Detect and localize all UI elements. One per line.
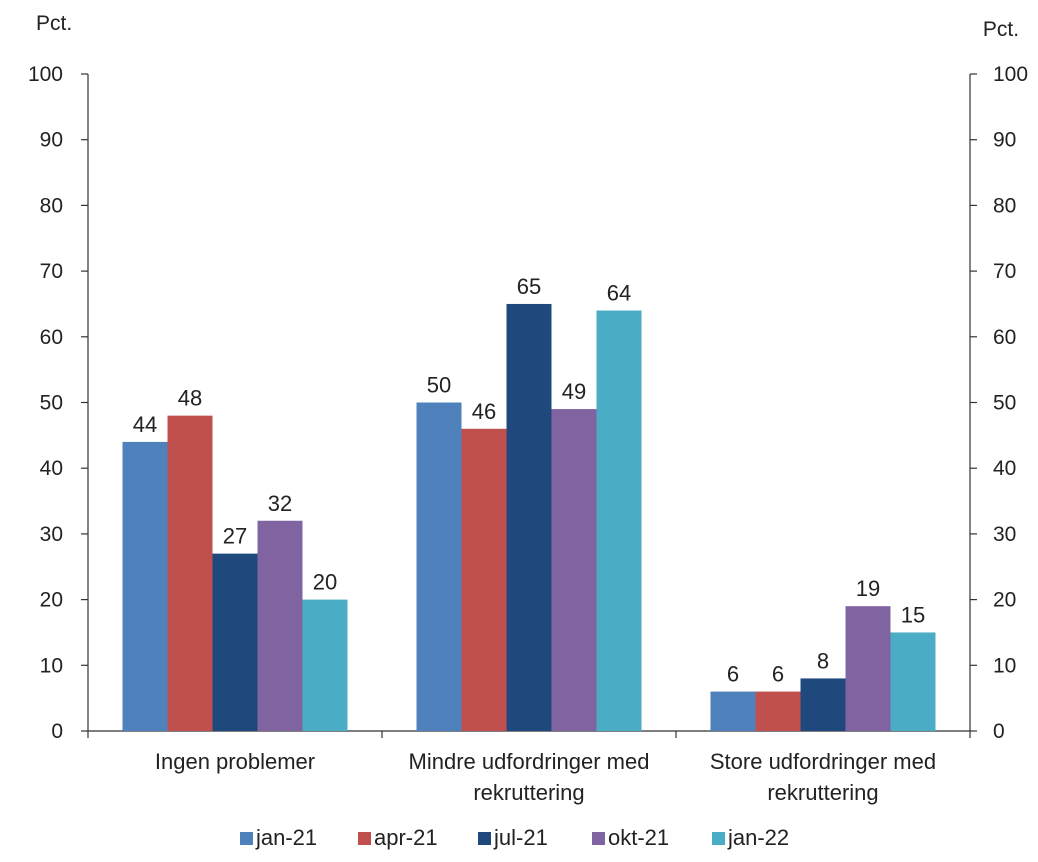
left-tick-label: 30 [40, 523, 63, 546]
legend-swatch [358, 832, 371, 845]
bar [800, 678, 846, 731]
legend-label: jan-22 [727, 825, 789, 850]
bar [416, 402, 462, 731]
data-label: 44 [133, 412, 157, 437]
category-labels: Ingen problemer Mindre udfordringer med re… [155, 749, 936, 805]
right-tick-label: 50 [993, 392, 1016, 415]
right-tick-label: 100 [993, 63, 1028, 86]
category-label: Store udfordringer med rekruttering [710, 749, 936, 805]
right-tick-label: 90 [993, 129, 1016, 152]
data-label: 15 [901, 602, 925, 627]
legend-label: jan-21 [255, 825, 317, 850]
left-tick-label: 80 [40, 194, 63, 217]
data-label: 50 [427, 373, 451, 398]
data-label: 32 [268, 491, 292, 516]
bar [845, 606, 891, 731]
data-label: 46 [472, 399, 496, 424]
data-labels: 44 48 27 32 20 50 46 65 49 64 6 6 8 19 15 [133, 274, 925, 687]
bar [302, 599, 348, 731]
bar [551, 409, 597, 731]
bar [596, 310, 642, 731]
right-tick-label: 20 [993, 589, 1016, 612]
bar [461, 428, 507, 731]
bar [755, 691, 801, 731]
left-tick-label: 50 [40, 392, 63, 415]
bar [710, 691, 756, 731]
left-tick-label: 40 [40, 457, 63, 480]
legend-swatch [712, 832, 725, 845]
left-tick-label: 60 [40, 326, 63, 349]
right-tick-label: 30 [993, 523, 1016, 546]
bar [506, 303, 552, 731]
legend-swatch [592, 832, 605, 845]
right-tick-label: 60 [993, 326, 1016, 349]
category-label-line: rekruttering [767, 780, 878, 805]
bars [122, 303, 936, 731]
category-label: Mindre udfordringer med rekruttering [409, 749, 650, 805]
left-axis-unit: Pct. [36, 12, 72, 35]
y-axis-ticks: 0 0 10 10 20 20 30 30 40 40 50 50 60 60 70 70 80 80 90 90 10… [28, 63, 1028, 743]
left-tick-label: 90 [40, 129, 63, 152]
legend-swatch [240, 832, 253, 845]
bar [167, 415, 213, 731]
left-tick-label: 10 [40, 654, 63, 677]
left-tick-label: 70 [40, 260, 63, 283]
data-label: 65 [517, 274, 541, 299]
bar [122, 441, 168, 731]
legend-label: okt-21 [608, 825, 669, 850]
data-label: 6 [772, 662, 784, 687]
legend-label: jul-21 [493, 825, 548, 850]
data-label: 48 [178, 386, 202, 411]
x-axis-ticks [87, 731, 971, 738]
right-axis-unit: Pct. [983, 18, 1019, 41]
right-tick-label: 40 [993, 457, 1016, 480]
data-label: 6 [727, 662, 739, 687]
data-label: 20 [313, 570, 337, 595]
legend-label: apr-21 [374, 825, 438, 850]
data-label: 64 [607, 281, 631, 306]
legend: jan-21 apr-21 jul-21 okt-21 jan-22 [240, 825, 789, 850]
data-label: 8 [817, 648, 829, 673]
category-label: Ingen problemer [155, 749, 315, 774]
data-label: 49 [562, 379, 586, 404]
data-label: 19 [856, 576, 880, 601]
bar [890, 632, 936, 731]
category-label-line: rekruttering [473, 780, 584, 805]
category-label-line: Store udfordringer med [710, 749, 936, 774]
category-label-line: Ingen problemer [155, 749, 315, 774]
right-tick-label: 80 [993, 194, 1016, 217]
bar [212, 553, 258, 731]
right-tick-label: 10 [993, 654, 1016, 677]
left-tick-label: 0 [51, 720, 63, 743]
right-tick-label: 70 [993, 260, 1016, 283]
data-label: 27 [223, 524, 247, 549]
category-label-line: Mindre udfordringer med [409, 749, 650, 774]
right-tick-label: 0 [993, 720, 1005, 743]
bar [257, 520, 303, 731]
legend-swatch [478, 832, 491, 845]
left-tick-label: 100 [28, 63, 63, 86]
left-tick-label: 20 [40, 589, 63, 612]
